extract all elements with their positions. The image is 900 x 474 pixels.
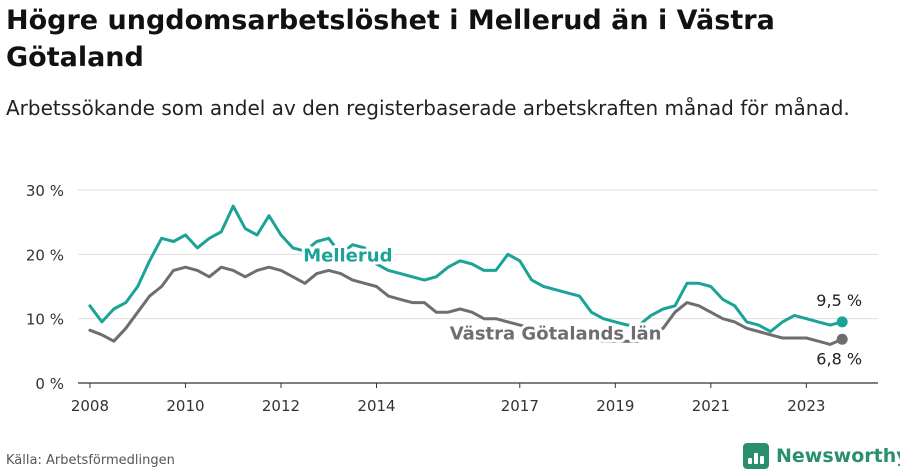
x-tick-label: 2019 [596,397,634,415]
y-tick-label: 0 % [35,375,64,393]
brand-name: Newsworthy [776,445,900,467]
x-tick-label: 2023 [787,397,825,415]
y-tick-label: 20 % [26,246,64,264]
brand-logo: Newsworthy [743,443,900,469]
series-end-point [836,333,848,345]
chart-subtitle: Arbetssökande som andel av den registerb… [6,96,850,120]
bar-chart-logo-icon [743,443,769,469]
x-tick-label: 2010 [166,397,204,415]
line-chart: 0 % 10 % 20 % 30 % 2008 2010 2012 2014 2017 2019 2… [26,182,878,415]
series-line-vastra-gotaland [88,265,844,346]
x-tick-label: 2017 [501,397,539,415]
end-value-label: 9,5 % [816,291,862,310]
x-tick-label: 2021 [692,397,730,415]
series-end-point [836,316,848,328]
y-tick-label: 10 % [26,311,64,329]
x-tick-label: 2008 [71,397,109,415]
series-label-mellerud: Mellerud [303,245,392,266]
y-tick-label: 30 % [26,182,64,200]
end-value-label: 6,8 % [816,349,862,368]
series-label-vastra-gotaland: Västra Götalands län [450,323,662,344]
source-note: Källa: Arbetsförmedlingen [6,453,175,468]
x-tick-label: 2012 [262,397,300,415]
x-tick-label: 2014 [357,397,395,415]
series-line-mellerud [88,204,844,333]
chart-title: Högre ungdomsarbetslöshet i Mellerud än … [6,5,775,73]
